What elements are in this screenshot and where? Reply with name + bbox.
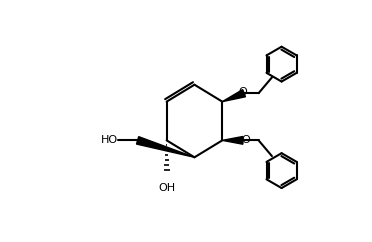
Polygon shape [222,90,246,102]
Text: O: O [238,87,247,98]
Polygon shape [137,137,195,157]
Text: OH: OH [158,183,175,193]
Polygon shape [222,136,243,144]
Text: O: O [242,135,250,145]
Text: HO: HO [101,135,118,145]
